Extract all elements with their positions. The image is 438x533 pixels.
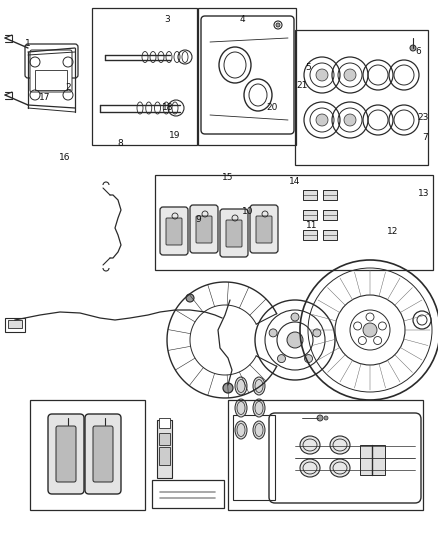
Text: 7: 7: [422, 133, 428, 142]
Bar: [30, 400, 145, 510]
Text: 10: 10: [242, 206, 254, 215]
Bar: [152, 480, 224, 508]
Circle shape: [344, 69, 356, 81]
Ellipse shape: [235, 421, 247, 439]
Bar: [228, 400, 423, 510]
Text: 12: 12: [387, 227, 399, 236]
Text: 13: 13: [418, 189, 430, 198]
Text: 19: 19: [169, 131, 181, 140]
FancyBboxPatch shape: [190, 205, 218, 253]
Bar: [159, 433, 170, 445]
Circle shape: [223, 383, 233, 393]
Text: 2: 2: [65, 84, 71, 93]
Bar: [157, 420, 172, 478]
Bar: [303, 230, 317, 240]
Ellipse shape: [253, 421, 265, 439]
FancyBboxPatch shape: [160, 207, 188, 255]
Ellipse shape: [300, 436, 320, 454]
Circle shape: [316, 114, 328, 126]
Text: 8: 8: [117, 139, 123, 148]
Circle shape: [313, 329, 321, 337]
Bar: [323, 230, 337, 240]
Circle shape: [291, 313, 299, 321]
Circle shape: [186, 294, 194, 302]
Text: 1: 1: [25, 38, 31, 47]
Ellipse shape: [253, 377, 265, 395]
Circle shape: [317, 415, 323, 421]
Text: 11: 11: [306, 222, 318, 230]
Ellipse shape: [300, 459, 320, 477]
Bar: [303, 210, 317, 220]
Text: 21: 21: [297, 80, 307, 90]
Bar: [233, 415, 275, 500]
Bar: [323, 210, 337, 220]
FancyBboxPatch shape: [56, 426, 76, 482]
Text: 14: 14: [290, 176, 301, 185]
Text: 18: 18: [162, 103, 174, 112]
FancyBboxPatch shape: [30, 50, 72, 92]
FancyBboxPatch shape: [226, 220, 242, 247]
FancyBboxPatch shape: [85, 414, 121, 494]
Text: 6: 6: [415, 46, 421, 55]
Circle shape: [269, 329, 277, 337]
Circle shape: [316, 69, 328, 81]
Text: 3: 3: [164, 15, 170, 25]
FancyBboxPatch shape: [48, 414, 84, 494]
Bar: [323, 190, 337, 200]
Text: 9: 9: [195, 215, 201, 224]
Circle shape: [410, 45, 416, 51]
Ellipse shape: [330, 459, 350, 477]
Bar: [360, 445, 385, 475]
Text: 16: 16: [59, 154, 71, 163]
FancyBboxPatch shape: [93, 426, 113, 482]
Bar: [35, 70, 67, 90]
Circle shape: [324, 416, 328, 420]
FancyBboxPatch shape: [256, 216, 272, 243]
Circle shape: [363, 323, 377, 337]
Ellipse shape: [330, 436, 350, 454]
Circle shape: [276, 23, 280, 27]
Circle shape: [344, 114, 356, 126]
FancyBboxPatch shape: [220, 209, 248, 257]
FancyBboxPatch shape: [166, 218, 182, 245]
Text: 23: 23: [417, 114, 429, 123]
FancyBboxPatch shape: [196, 216, 212, 243]
Text: 17: 17: [39, 93, 51, 102]
Text: 20: 20: [266, 103, 278, 112]
Circle shape: [278, 354, 286, 362]
Bar: [92, 8, 197, 145]
Ellipse shape: [235, 399, 247, 417]
Text: 15: 15: [222, 173, 234, 182]
Ellipse shape: [253, 399, 265, 417]
Bar: [155, 175, 433, 270]
Circle shape: [304, 354, 313, 362]
Bar: [303, 190, 317, 200]
Bar: [5, 318, 25, 332]
Ellipse shape: [235, 377, 247, 395]
Text: 4: 4: [239, 15, 245, 25]
Bar: [295, 30, 428, 165]
Circle shape: [287, 332, 303, 348]
Text: 5: 5: [305, 62, 311, 71]
Bar: [159, 418, 170, 428]
Bar: [8, 320, 22, 328]
Bar: [159, 447, 170, 465]
FancyBboxPatch shape: [250, 205, 278, 253]
Bar: [198, 8, 296, 145]
